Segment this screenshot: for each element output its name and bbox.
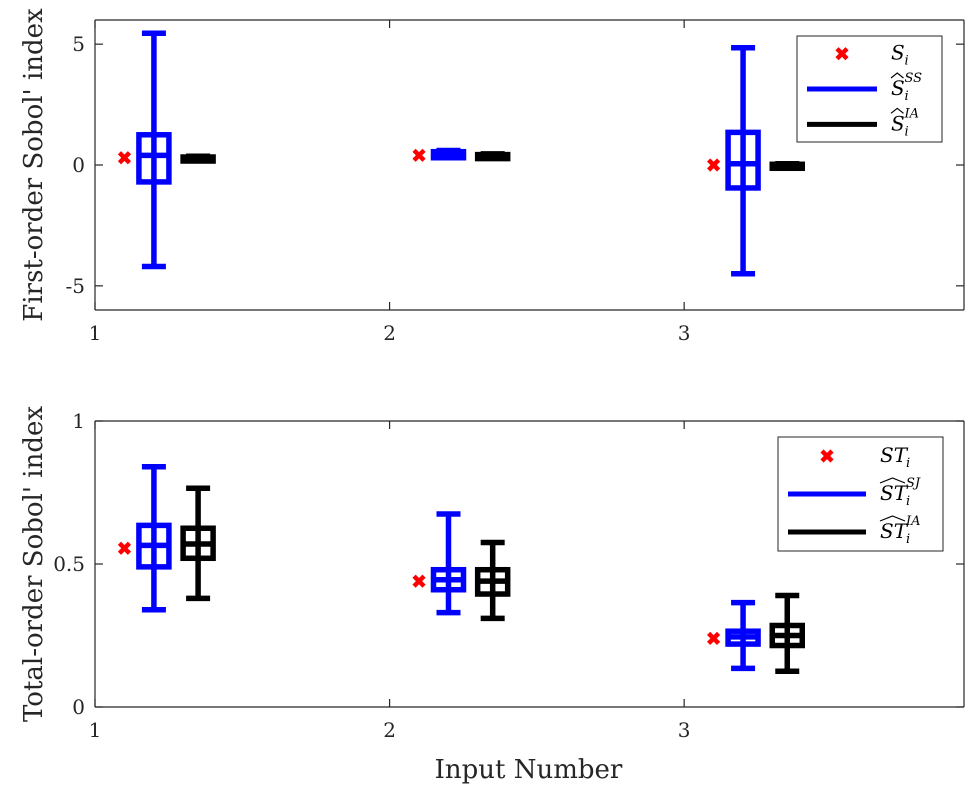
legend-hat xyxy=(890,72,904,79)
legend-subscript: i xyxy=(905,54,909,69)
legend-hat xyxy=(879,515,906,522)
reference-marker xyxy=(117,541,132,555)
x-tick-label: 1 xyxy=(89,718,102,742)
legend-superscript: IA xyxy=(904,106,920,121)
box-ST_i^IA xyxy=(180,485,216,602)
y-axis-title: Total-order Sobol' index xyxy=(19,406,49,722)
marker-stroke xyxy=(412,148,426,162)
x-tick-label: 3 xyxy=(678,321,691,345)
reference-marker xyxy=(117,151,132,165)
box-ST_i^SJ xyxy=(725,599,761,672)
x-tick-label: 3 xyxy=(678,718,691,742)
marker-stroke xyxy=(707,631,721,645)
legend-hat xyxy=(879,477,906,484)
x-tick-label: 2 xyxy=(383,718,396,742)
y-tick-label: 5 xyxy=(72,32,85,56)
reference-marker xyxy=(707,631,721,645)
reference-marker xyxy=(412,148,426,162)
marker-stroke xyxy=(412,574,426,588)
legend-hat xyxy=(890,107,904,114)
box-S_i^SS xyxy=(136,30,172,270)
total-order-panel: 0 0.5 1 1 2 3 Total-order Sobol' index Input Nu… xyxy=(19,406,965,785)
legend-superscript: SS xyxy=(905,71,923,86)
marker-stroke xyxy=(707,158,721,172)
legend-subscript: i xyxy=(906,532,910,547)
legend-marker xyxy=(835,47,849,61)
legend-label: ST xyxy=(880,519,909,543)
y-tick-label: 0.5 xyxy=(53,552,85,576)
x-axis-title: Input Number xyxy=(435,755,623,785)
x-tick-label: 2 xyxy=(383,321,396,345)
y-axis-title: First-order Sobol' index xyxy=(19,8,49,322)
legend-subscript: i xyxy=(906,494,910,509)
y-tick-label: 1 xyxy=(72,409,85,433)
box-S_i^SS xyxy=(725,45,761,277)
box-S_i^IA xyxy=(180,153,216,164)
reference-marker xyxy=(707,158,721,172)
legend-subscript: i xyxy=(905,124,909,139)
legend-subscript: i xyxy=(906,456,910,471)
legend-superscript: SJ xyxy=(906,476,921,491)
box-S_i^SS xyxy=(430,147,467,161)
legend-marker xyxy=(820,449,834,463)
box-ST_i^SJ xyxy=(430,511,467,616)
y-tick-label: -5 xyxy=(66,274,85,298)
marker-stroke xyxy=(117,151,132,165)
box-ST_i^SJ xyxy=(136,464,172,613)
marker-stroke xyxy=(117,541,132,555)
y-tick-label: 0 xyxy=(72,695,85,719)
legend-label: S xyxy=(891,76,905,100)
box-S_i^IA xyxy=(474,151,511,162)
box-ST_i^IA xyxy=(474,539,511,622)
x-tick-label: 1 xyxy=(89,321,102,345)
box-ST_i^IA xyxy=(769,592,806,674)
y-tick-label: 0 xyxy=(72,153,85,177)
legend-label: S xyxy=(891,41,905,65)
legend-label: ST xyxy=(880,481,909,505)
reference-marker xyxy=(412,574,426,588)
legend-label: ST xyxy=(880,443,909,467)
legend-subscript: i xyxy=(905,89,909,104)
legend-superscript: IA xyxy=(905,514,921,529)
legend-label: S xyxy=(891,111,905,135)
box-S_i^IA xyxy=(769,161,806,172)
